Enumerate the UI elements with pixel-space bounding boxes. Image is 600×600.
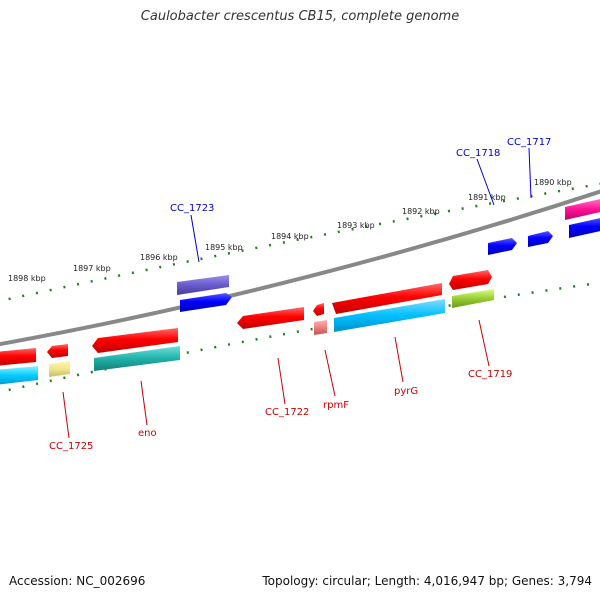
scale-labels: 1898 kbp 1897 kbp 1896 kbp 1895 kbp 1894…	[8, 178, 572, 283]
gene-label-cc-1717[interactable]: CC_1717	[507, 137, 551, 148]
scale-label: 1897 kbp	[73, 264, 111, 273]
scale-ticks	[0, 182, 600, 394]
gene-label-cc-1725[interactable]: CC_1725	[49, 441, 93, 452]
gene-label-cc-1718[interactable]: CC_1718	[456, 148, 500, 159]
gene-feature[interactable]	[334, 299, 445, 332]
scale-label: 1890 kbp	[534, 178, 572, 187]
scale-label: 1895 kbp	[205, 243, 243, 252]
label-leaders	[62, 147, 532, 439]
gene-feature[interactable]	[565, 198, 600, 220]
scale-label: 1893 kbp	[337, 221, 375, 230]
gene-feature[interactable]	[569, 217, 600, 238]
gene-feature[interactable]	[0, 348, 36, 366]
scale-label: 1896 kbp	[140, 253, 178, 262]
scale-label: 1894 kbp	[271, 232, 309, 241]
gene-feature[interactable]	[313, 303, 324, 316]
gene-feature[interactable]	[49, 361, 70, 377]
genome-stats-text: Topology: circular; Length: 4,016,947 bp…	[262, 574, 592, 588]
gene-label-cc-1719[interactable]: CC_1719	[468, 369, 512, 380]
gene-feature[interactable]	[452, 289, 494, 308]
forward-strand-features	[177, 198, 600, 316]
gene-label-eno[interactable]: eno	[138, 428, 157, 439]
reverse-gene-labels: CC_1725 eno CC_1722 rpmF pyrG CC_1719	[49, 369, 512, 452]
accession-text: Accession: NC_002696	[9, 574, 146, 588]
gene-feature[interactable]	[180, 293, 232, 312]
scale-label: 1898 kbp	[8, 274, 46, 283]
gene-label-cc-1722[interactable]: CC_1722	[265, 407, 309, 418]
gene-label-cc-1723[interactable]: CC_1723	[170, 203, 214, 214]
gene-feature[interactable]	[177, 275, 229, 295]
forward-gene-labels: CC_1723 CC_1718 CC_1717	[170, 137, 551, 214]
gene-feature[interactable]	[0, 366, 38, 385]
map-title: Caulobacter crescentus CB15, complete ge…	[140, 9, 460, 24]
gene-label-pyrg[interactable]: pyrG	[394, 386, 418, 397]
scale-label: 1892 kbp	[402, 207, 440, 216]
gene-feature[interactable]	[488, 238, 517, 255]
gene-feature[interactable]	[332, 283, 442, 314]
gene-label-rpmf[interactable]: rpmF	[323, 400, 349, 411]
genome-backbone	[0, 189, 600, 347]
gene-feature[interactable]	[237, 307, 304, 329]
gene-feature[interactable]	[94, 346, 180, 371]
gene-feature[interactable]	[528, 231, 553, 247]
gene-feature[interactable]	[449, 270, 492, 290]
gene-feature[interactable]	[92, 328, 178, 353]
gene-feature[interactable]	[47, 344, 68, 358]
reverse-strand-features	[0, 299, 445, 385]
gene-feature[interactable]	[314, 320, 327, 335]
scale-label: 1891 kbp	[468, 193, 506, 202]
